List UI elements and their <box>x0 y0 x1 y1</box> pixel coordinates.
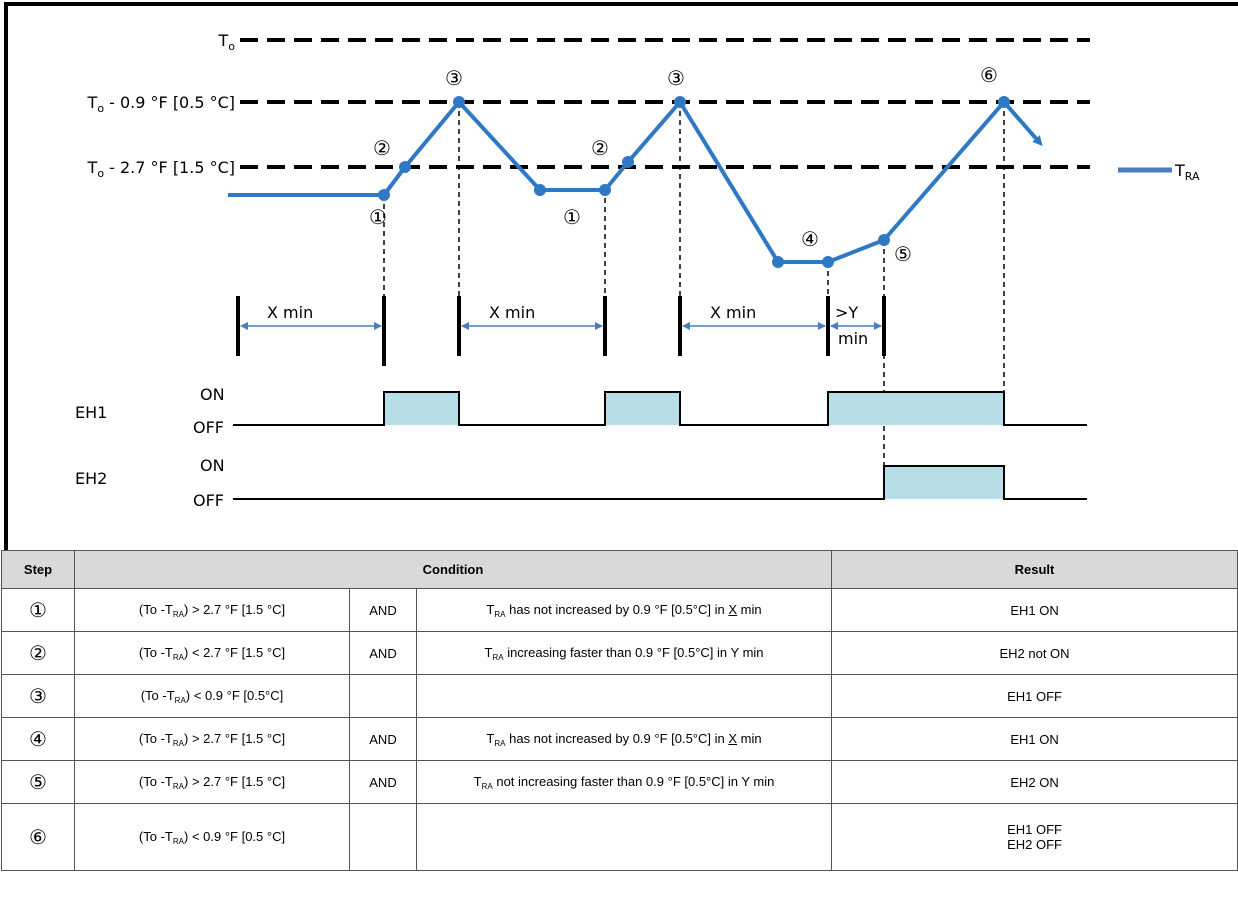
condition-secondary: TRA increasing faster than 0.9 °F [0.5°C… <box>415 631 833 675</box>
tra-point <box>772 256 784 268</box>
eh1-signal-line <box>233 391 1087 426</box>
eh2-signal-line <box>233 465 1087 500</box>
tra-point <box>378 189 390 201</box>
step-number: ⑥ <box>1 803 75 871</box>
tra-point <box>878 234 890 246</box>
step-marker: ① <box>563 205 581 229</box>
header-result: Result <box>831 550 1238 589</box>
timing-diagram: To To - 0.9 °F [0.5 °C] To - 2.7 °F [1.5… <box>4 2 1238 550</box>
interval-label: min <box>838 329 868 348</box>
table-row: ③ (To -TRA) < 0.9 °F [0.5°C] EH1 OFF <box>1 674 1238 718</box>
eh2-on-label: ON <box>200 456 225 475</box>
result-cell: EH1 ON <box>831 588 1238 632</box>
condition-secondary: TRA not increasing faster than 0.9 °F [0… <box>415 760 833 804</box>
condition-operator <box>349 674 417 718</box>
header-condition: Condition <box>73 550 833 589</box>
tra-point <box>534 184 546 196</box>
condition-secondary: TRA has not increased by 0.9 °F [0.5°C] … <box>415 717 833 761</box>
interval-label: X min <box>489 303 535 322</box>
tra-point <box>822 256 834 268</box>
step-marker: ⑤ <box>894 242 912 266</box>
level-label-hi: To - 0.9 °F [0.5 °C] <box>87 93 235 115</box>
tra-point <box>599 184 611 196</box>
condition-operator: AND <box>349 760 417 804</box>
level-label-lo: To - 2.7 °F [1.5 °C] <box>87 158 235 180</box>
level-label-to: To <box>217 31 235 53</box>
step-number: ③ <box>1 674 75 718</box>
step-marker: ② <box>373 136 391 160</box>
table-row: ⑤ (To -TRA) > 2.7 °F [1.5 °C] AND TRA not i… <box>1 760 1238 804</box>
tra-point <box>399 161 411 173</box>
table-row: ⑥ (To -TRA) < 0.9 °F [0.5 °C] EH1 OFF EH2 … <box>1 803 1238 871</box>
header-step: Step <box>1 550 75 589</box>
table-row: ④ (To -TRA) > 2.7 °F [1.5 °C] AND TRA has n… <box>1 717 1238 761</box>
legend-label: TRA <box>1174 161 1200 183</box>
table-row: ② (To -TRA) < 2.7 °F [1.5 °C] AND TRA incre… <box>1 631 1238 675</box>
tra-points <box>378 96 1010 268</box>
step-marker: ① <box>369 205 387 229</box>
step-table: Step Condition Result ① (To -TRA) > 2.7 °… <box>1 550 1238 871</box>
condition-secondary <box>415 674 833 718</box>
condition-primary: (To -TRA) < 0.9 °F [0.5°C] <box>74 674 350 718</box>
table-header-row: Step Condition Result <box>1 550 1238 589</box>
step-marker: ③ <box>445 66 463 90</box>
step-number: ⑤ <box>1 760 75 804</box>
step-marker: ④ <box>801 227 819 251</box>
diagram-frame <box>4 2 1238 550</box>
interval-label: >Y <box>835 303 858 322</box>
step-number: ② <box>1 631 75 675</box>
result-cell: EH2 ON <box>831 760 1238 804</box>
eh1-on-label: ON <box>200 385 225 404</box>
tra-point <box>622 156 634 168</box>
condition-operator: AND <box>349 717 417 761</box>
step-number: ① <box>1 588 75 632</box>
condition-secondary <box>415 803 833 871</box>
interval-label: X min <box>710 303 756 322</box>
condition-primary: (To -TRA) < 2.7 °F [1.5 °C] <box>74 631 350 675</box>
step-number: ④ <box>1 717 75 761</box>
table-row: ① (To -TRA) > 2.7 °F [1.5 °C] AND TRA has n… <box>1 588 1238 632</box>
condition-secondary: TRA has not increased by 0.9 °F [0.5°C] … <box>415 588 833 632</box>
tra-series-arrow <box>1002 100 1043 147</box>
result-cell: EH1 OFF EH2 OFF <box>831 803 1238 871</box>
condition-operator: AND <box>349 588 417 632</box>
signal-name-eh1: EH1 <box>75 403 107 422</box>
interval-label: X min <box>267 303 313 322</box>
tra-point <box>674 96 686 108</box>
result-cell: EH2 not ON <box>831 631 1238 675</box>
condition-primary: (To -TRA) > 2.7 °F [1.5 °C] <box>74 717 350 761</box>
condition-operator: AND <box>349 631 417 675</box>
result-cell: EH1 ON <box>831 717 1238 761</box>
step-marker: ⑥ <box>980 63 998 87</box>
guide-lines <box>383 102 1005 470</box>
eh1-on-fills <box>384 392 1004 425</box>
condition-primary: (To -TRA) > 2.7 °F [1.5 °C] <box>74 588 350 632</box>
interval-bars <box>236 296 886 366</box>
signal-name-eh2: EH2 <box>75 469 107 488</box>
tra-point <box>998 96 1010 108</box>
condition-primary: (To -TRA) < 0.9 °F [0.5 °C] <box>74 803 350 871</box>
eh2-on-fill <box>884 466 1004 499</box>
step-marker: ③ <box>667 66 685 90</box>
eh2-off-label: OFF <box>193 491 224 510</box>
result-cell: EH1 OFF <box>831 674 1238 718</box>
condition-primary: (To -TRA) > 2.7 °F [1.5 °C] <box>74 760 350 804</box>
eh1-off-label: OFF <box>193 418 224 437</box>
step-marker: ② <box>591 136 609 160</box>
condition-operator <box>349 803 417 871</box>
tra-point <box>453 96 465 108</box>
